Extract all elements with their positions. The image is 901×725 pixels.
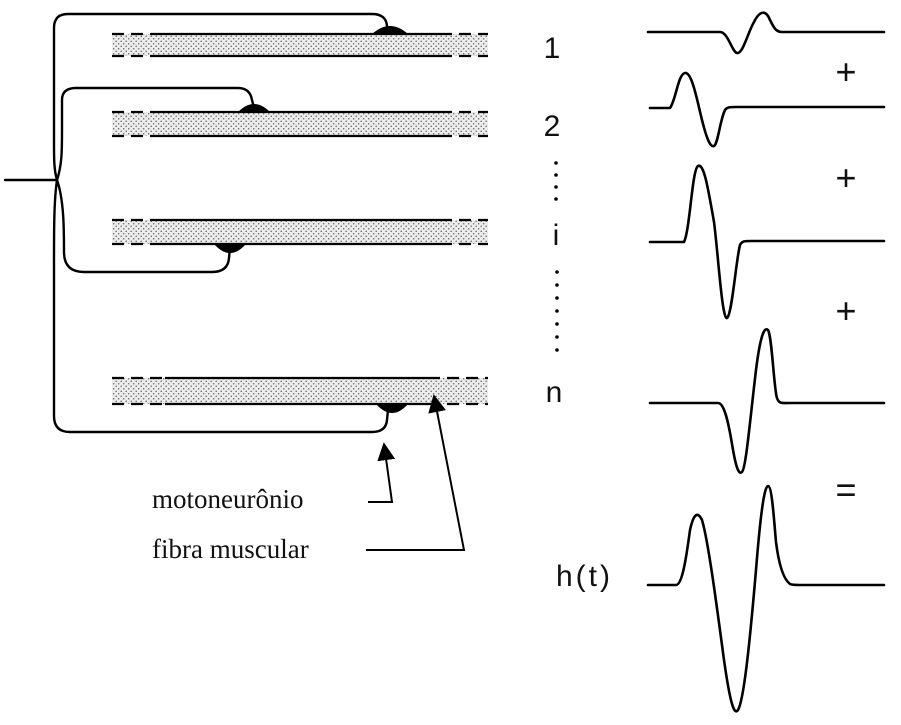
fiber-label-2: 2: [544, 110, 561, 143]
neuromuscular-junction-2: [238, 104, 270, 112]
axon-branch-i: [55, 178, 232, 274]
nerve-branches: [3, 12, 392, 434]
waveform-1: [646, 11, 886, 55]
waveform-h-of-t: [646, 484, 886, 713]
axon-branch-n: [52, 178, 390, 434]
muscle-fiber-1: [112, 26, 488, 58]
neuromuscular-junction-i: [214, 244, 246, 253]
fiber-label-i: i: [553, 219, 560, 252]
muscle-fiber-2: [112, 104, 488, 138]
muscle-fiber-arrow: [366, 394, 466, 551]
fiber-label-n: n: [546, 376, 563, 409]
muscle-fibers: [112, 26, 488, 413]
result-label-h-of-t: h(t): [556, 560, 613, 593]
callout-motoneuron: motoneurônio: [152, 484, 303, 514]
axon-branch-1: [52, 12, 392, 182]
plus-sign-2: +: [835, 157, 856, 198]
waveform-i: [648, 164, 886, 320]
callouts: motoneurônio fibra muscular: [152, 394, 466, 564]
neuromuscular-junction-1: [372, 26, 408, 34]
summation-operators: + + + =: [835, 51, 856, 510]
callout-muscle-fiber: fibra muscular: [152, 534, 309, 564]
axon-branch-2: [55, 86, 256, 182]
fiber-label-1: 1: [544, 32, 561, 65]
plus-sign-1: +: [835, 51, 856, 92]
neuromuscular-junction-n: [376, 404, 408, 413]
muscle-fiber-n: [112, 376, 488, 413]
muscle-fiber-i: [112, 218, 488, 253]
waveforms: [646, 11, 886, 713]
equals-sign: =: [835, 469, 856, 510]
ellipsis-dots: [554, 161, 559, 352]
fiber-index-labels: 1 2 i n: [544, 32, 563, 409]
plus-sign-3: +: [835, 290, 856, 331]
waveform-2: [648, 71, 886, 148]
motoneuron-arrow: [368, 442, 396, 503]
waveform-n: [648, 327, 886, 474]
